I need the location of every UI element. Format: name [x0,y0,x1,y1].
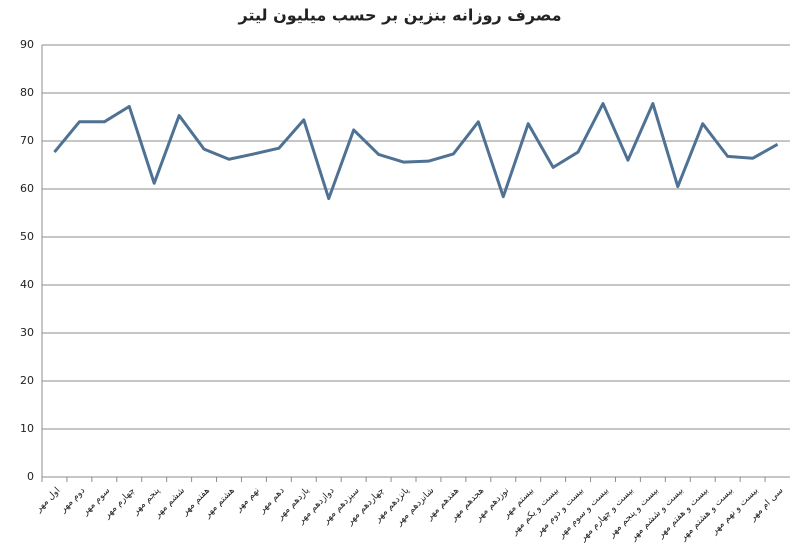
y-tick-label: 40 [20,278,34,291]
y-tick-label: 0 [27,470,34,483]
y-tick-label: 30 [20,326,34,339]
y-tick-label: 80 [20,86,34,99]
y-tick-label: 20 [20,374,34,387]
chart-title: مصرف روزانه بنزین بر حسب میلیون لیتر [237,6,561,25]
y-tick-label: 50 [20,230,34,243]
data-line [53,102,779,201]
y-tick-label: 70 [20,134,34,147]
x-tick-label: اول مهر [33,486,62,515]
y-tick-label: 90 [20,38,34,51]
x-tick-label: نهم مهر [233,486,262,515]
y-tick-label: 60 [20,182,34,195]
y-tick-label: 10 [20,422,34,435]
